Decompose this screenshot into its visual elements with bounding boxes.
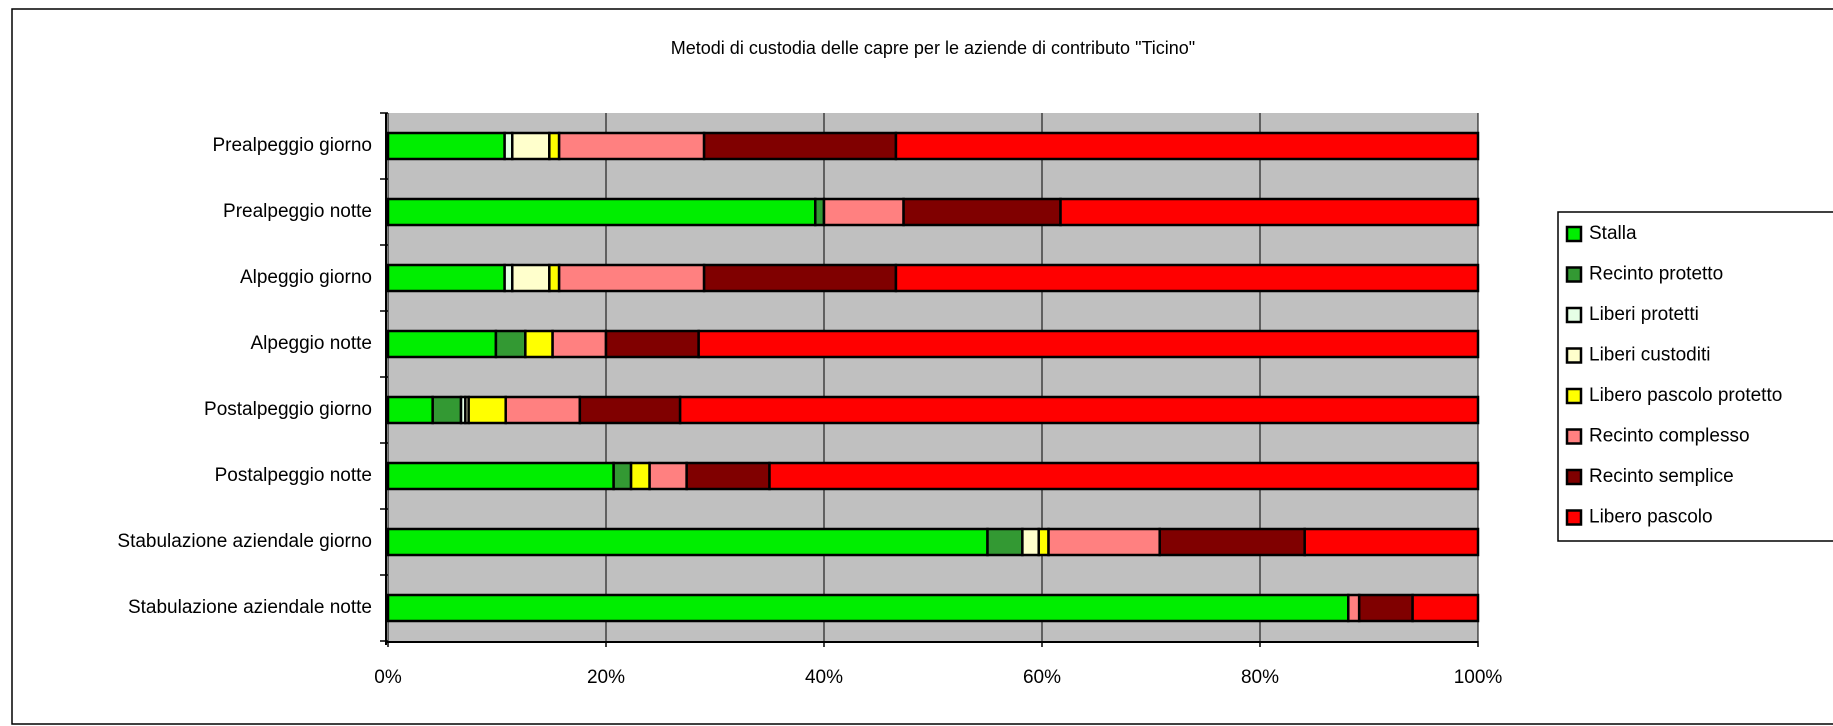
x-tick-label: 20% (587, 667, 625, 688)
bar-segment (386, 329, 498, 359)
bar-segment (386, 593, 1350, 623)
bar-segment (1021, 527, 1040, 557)
legend-label: Libero pascolo protetto (1589, 385, 1782, 406)
bar-segment (1357, 593, 1414, 623)
bar-segment (511, 263, 551, 293)
bar-segment (548, 131, 561, 161)
bar-segment (894, 263, 1480, 293)
x-tick-label: 100% (1454, 667, 1503, 688)
bar-segment (548, 263, 561, 293)
legend-label: Stalla (1589, 223, 1637, 244)
bar-segment (557, 263, 706, 293)
y-tick-label: Prealpeggio giorno (212, 135, 372, 156)
legend-label: Recinto protetto (1589, 264, 1723, 285)
plot-area (388, 113, 1478, 641)
x-tick-label: 0% (374, 667, 402, 688)
bar-segment (524, 329, 554, 359)
x-tick-label: 40% (805, 667, 843, 688)
legend-label: Libero pascolo (1589, 507, 1713, 528)
legend-label: Liberi custoditi (1589, 345, 1710, 366)
bar-segment (1047, 527, 1161, 557)
bar-segment (386, 131, 506, 161)
bar-segment (1158, 527, 1306, 557)
bar-segment (604, 329, 700, 359)
bar-segment (629, 461, 651, 491)
bar-segment (504, 395, 582, 425)
bar-segment (1411, 593, 1480, 623)
bar-segment (386, 527, 989, 557)
bar-segment (822, 197, 905, 227)
bar-segment (467, 395, 507, 425)
bar-segment (557, 131, 706, 161)
legend-swatch (1565, 468, 1583, 486)
bar-segment (386, 263, 506, 293)
legend-swatch (1565, 225, 1583, 243)
bar-segment (894, 131, 1480, 161)
y-tick-label: Alpeggio notte (251, 333, 373, 354)
bar-segment (612, 461, 633, 491)
bar-segment (431, 395, 463, 425)
legend-swatch (1565, 387, 1583, 405)
chart-title: Metodi di custodia delle capre per le az… (671, 38, 1195, 58)
bar-segment (511, 131, 551, 161)
x-tick-label: 80% (1241, 667, 1279, 688)
y-tick-label: Postalpeggio notte (215, 465, 372, 486)
bar-segment (1059, 197, 1480, 227)
x-tick-label: 60% (1023, 667, 1061, 688)
bar-segment (702, 131, 898, 161)
legend-box (1557, 211, 1833, 542)
bar-segment (386, 461, 615, 491)
bar-segment (551, 329, 608, 359)
bar-segment (578, 395, 682, 425)
bar-segment (986, 527, 1024, 557)
bar-segment (902, 197, 1062, 227)
legend-label: Liberi protetti (1589, 304, 1699, 325)
bar-segment (697, 329, 1480, 359)
legend-swatch (1565, 266, 1583, 283)
legend-swatch (1565, 306, 1583, 324)
bar-segment (685, 461, 771, 491)
bar-segment (386, 395, 434, 425)
legend-swatch (1565, 428, 1583, 445)
legend-swatch (1565, 509, 1583, 526)
legend-label: Recinto complesso (1589, 426, 1750, 447)
legend-swatch (1565, 347, 1583, 364)
bar-segment (814, 197, 826, 227)
bar-segment (494, 329, 527, 359)
bar-segment (678, 395, 1480, 425)
y-tick-label: Stabulazione aziendale giorno (117, 531, 372, 552)
bar-segment (386, 197, 817, 227)
y-tick-label: Alpeggio giorno (240, 267, 372, 288)
y-tick-label: Postalpeggio giorno (204, 399, 372, 420)
legend-label: Recinto semplice (1589, 466, 1734, 487)
bar-segment (702, 263, 898, 293)
bar-segment (648, 461, 688, 491)
y-tick-label: Prealpeggio notte (223, 201, 372, 222)
bar-segment (1037, 527, 1050, 557)
bar-segment (1303, 527, 1480, 557)
bar-segment (1347, 593, 1361, 623)
y-tick-label: Stabulazione aziendale notte (128, 597, 372, 618)
bar-segment (768, 461, 1480, 491)
